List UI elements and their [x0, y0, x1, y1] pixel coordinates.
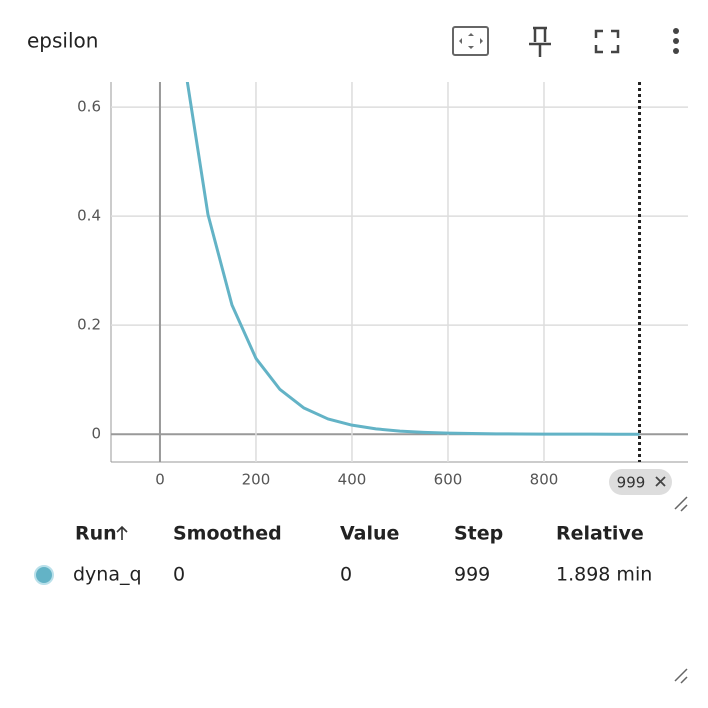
y-tick-label: 0: [91, 425, 101, 443]
y-tick-label: 0.6: [77, 98, 101, 116]
table-cell: 999: [454, 564, 490, 586]
sort-arrow: [116, 525, 128, 540]
data-table: Run Smoothed Value Step Relative dyna_q 0 0 999 1…: [34, 523, 652, 586]
run-color-dot: [34, 565, 54, 585]
x-tick-label: 200: [242, 471, 271, 489]
card-title: epsilon: [27, 29, 98, 53]
column-header: Relative: [556, 523, 644, 545]
column-header: Smoothed: [173, 523, 282, 545]
table-cell: 1.898 min: [556, 564, 652, 586]
series-line: [185, 82, 640, 436]
resize-handle[interactable]: [674, 668, 688, 684]
plot-area: [185, 82, 640, 436]
step-chip-label: 999: [617, 474, 646, 492]
pin-button[interactable]: [529, 26, 551, 57]
x-tick-label: 0: [155, 471, 165, 489]
column-header: Step: [454, 523, 503, 545]
table-cell: 0: [173, 564, 185, 586]
y-tick-label: 0.2: [77, 316, 101, 334]
grid: 0 0.2 0.4 0.6 0 200 400 600 800: [77, 82, 688, 489]
step-chip[interactable]: 999: [609, 469, 672, 495]
column-header: Run: [75, 523, 117, 545]
table-cell: dyna_q: [73, 564, 142, 586]
fit-domain-button[interactable]: [452, 26, 489, 56]
x-tick-label: 600: [434, 471, 463, 489]
table-cell: 0: [340, 564, 352, 586]
x-tick-label: 400: [338, 471, 367, 489]
resize-handle[interactable]: [674, 496, 688, 512]
more-menu-button[interactable]: [673, 28, 679, 54]
column-header: Value: [340, 523, 399, 545]
x-tick-label: 800: [530, 471, 559, 489]
fullscreen-button[interactable]: [594, 29, 620, 54]
y-tick-label: 0.4: [77, 207, 101, 225]
